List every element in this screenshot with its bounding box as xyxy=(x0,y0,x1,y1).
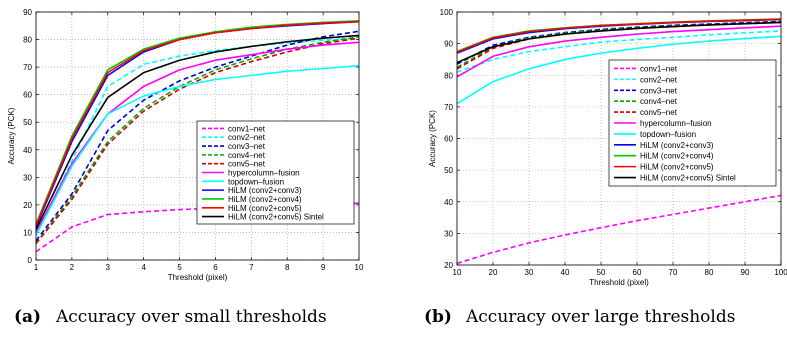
y-tick-label: 80 xyxy=(444,71,453,80)
caption-a-label: (a) xyxy=(14,307,41,327)
x-tick-label: 20 xyxy=(489,268,498,277)
series-line-0 xyxy=(456,194,782,265)
series-line-1 xyxy=(456,30,782,73)
series-line-6 xyxy=(456,35,782,105)
chart-small-thresholds: 1 2 3 4 5 6 7 8 9 10 0 10 20 30 40 50 60 70 80 90 Threshold … xyxy=(7,8,364,282)
y-tick-label: 30 xyxy=(23,173,32,182)
caption-b-text: Accuracy over large thresholds xyxy=(465,307,735,327)
legend-label-10: HiLM (conv2+conv5) Sintel xyxy=(228,213,324,222)
y-tick-label: 90 xyxy=(444,40,453,49)
y-tick-label: 0 xyxy=(28,256,33,265)
caption-a-text: Accuracy over small thresholds xyxy=(55,307,327,327)
x-axis-label: Threshold (pixel) xyxy=(589,278,649,287)
series-line-9 xyxy=(456,18,782,53)
series-line-1 xyxy=(35,37,360,236)
x-tick-label: 60 xyxy=(633,268,642,277)
y-tick-label: 90 xyxy=(23,8,32,17)
legend-label-2: conv3–net xyxy=(228,142,266,151)
x-tick-label: 2 xyxy=(70,263,75,272)
y-tick-label: 60 xyxy=(444,135,453,144)
y-axis-label: Accuracy (PCK) xyxy=(7,107,16,164)
x-tick-label: 6 xyxy=(213,263,218,272)
legend-label-1: conv2–net xyxy=(640,75,678,84)
caption-b-label: (b) xyxy=(424,307,452,327)
legend-label-3: conv4–net xyxy=(228,151,266,160)
y-tick-label: 80 xyxy=(23,36,32,45)
y-tick-label: 50 xyxy=(23,118,32,127)
x-axis-label: Threshold (pixel) xyxy=(168,273,228,282)
x-tick-label: 3 xyxy=(106,263,111,272)
x-tick-label: 70 xyxy=(669,268,678,277)
series-line-9 xyxy=(35,20,360,226)
legend-label-0: conv1–net xyxy=(228,124,266,133)
x-tick-label: 5 xyxy=(177,263,182,272)
x-tick-label: 7 xyxy=(249,263,254,272)
y-tick-label: 70 xyxy=(444,103,453,112)
y-tick-label: 40 xyxy=(444,198,453,207)
legend-label-7: HiLM (conv2+conv3) xyxy=(228,186,302,195)
y-tick-label: 60 xyxy=(23,91,32,100)
series-line-10 xyxy=(456,21,782,64)
legend-label-6: topdown–fusion xyxy=(228,177,284,186)
axes-frame xyxy=(35,11,360,261)
y-tick-label: 70 xyxy=(23,63,32,72)
legend-label-1: conv2–net xyxy=(228,133,266,142)
legend-label-4: conv5–net xyxy=(640,108,678,117)
x-tick-label: 10 xyxy=(355,263,364,272)
x-tick-label: 10 xyxy=(453,268,462,277)
x-tick-label: 30 xyxy=(525,268,534,277)
legend-label-0: conv1–net xyxy=(640,64,678,73)
caption-a: (a) Accuracy over small thresholds xyxy=(14,307,327,327)
legend-label-8: HiLM (conv2+conv4) xyxy=(228,195,302,204)
series-line-3 xyxy=(35,36,360,244)
x-tick-label: 1 xyxy=(34,263,39,272)
y-tick-label: 50 xyxy=(444,166,453,175)
chart-large-thresholds: 10 20 30 40 50 60 70 80 90 1002030405060708090100… xyxy=(428,8,787,287)
x-tick-label: 100 xyxy=(774,268,787,277)
caption-b: (b) Accuracy over large thresholds xyxy=(424,307,735,327)
series-line-10 xyxy=(35,34,360,231)
legend-label-7: HiLM (conv2+conv3) xyxy=(640,141,714,150)
legend-label-9: HiLM (conv2+conv5) xyxy=(228,204,302,213)
legend-label-6: topdown–fusion xyxy=(640,130,696,139)
legend-box xyxy=(608,59,777,187)
y-axis-label: Accuracy (PCK) xyxy=(428,110,437,167)
legend-label-4: conv5–net xyxy=(228,160,266,169)
x-tick-label: 40 xyxy=(561,268,570,277)
legend-label-3: conv4–net xyxy=(640,97,678,106)
x-tick-label: 8 xyxy=(285,263,290,272)
legend-label-8: HiLM (conv2+conv4) xyxy=(640,152,714,161)
x-tick-label: 50 xyxy=(597,268,606,277)
series-lines xyxy=(456,18,782,265)
x-tick-label: 90 xyxy=(741,268,750,277)
x-tick-label: 80 xyxy=(705,268,714,277)
x-tick-label: 9 xyxy=(321,263,326,272)
series-line-6 xyxy=(35,64,360,236)
legend-label-9: HiLM (conv2+conv5) xyxy=(640,163,714,172)
series-line-5 xyxy=(456,25,782,78)
y-tick-label: 20 xyxy=(444,261,453,270)
legend-label-10: HiLM (conv2+conv5) Sintel xyxy=(640,174,736,183)
y-tick-label: 20 xyxy=(23,201,32,210)
legend-label-5: hypercolumn–fusion xyxy=(228,169,300,178)
legend-label-5: hypercolumn–fusion xyxy=(640,119,712,128)
legend: conv1–netconv2–netconv3–netconv4–netconv… xyxy=(196,120,355,225)
legend: conv1–net conv2–net conv3–net conv4–net conv… xyxy=(608,59,777,187)
y-tick-label: 30 xyxy=(444,229,453,238)
y-tick-label: 40 xyxy=(23,146,32,155)
x-tick-label: 4 xyxy=(141,263,146,272)
y-tick-label: 10 xyxy=(23,228,32,237)
axes-frame xyxy=(456,11,782,266)
y-tick-label: 100 xyxy=(440,8,454,17)
legend-label-2: conv3–net xyxy=(640,86,678,95)
